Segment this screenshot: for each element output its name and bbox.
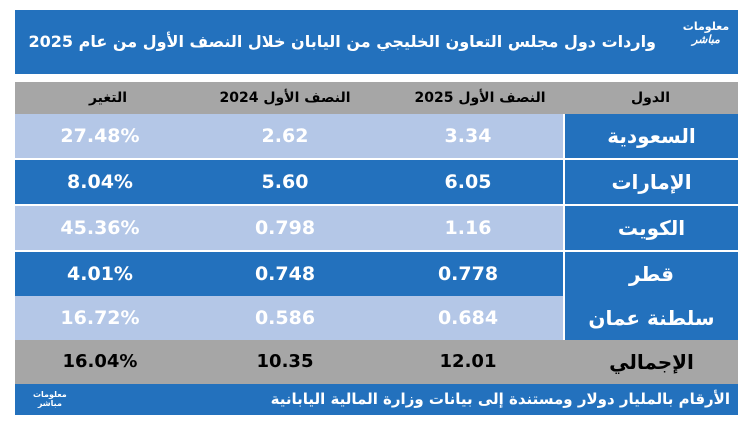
logo-line-1: معلومات [682,20,730,33]
cell-country: الكويت [565,206,738,250]
table-row: 8.04% 5.60 6.05 الإمارات [15,160,738,204]
table-row: 4.01% 0.748 0.778 قطر [15,252,738,296]
cell-h1-2025: 6.05 [444,171,492,193]
cell-country: الإمارات [565,160,738,204]
cell-country: سلطنة عمان [565,296,738,340]
cell-h1-2025: 0.684 [437,307,499,329]
cell-change: 45.36% [60,217,140,239]
cell-change: 27.48% [60,125,140,147]
total-h1-2024: 10.35 [256,351,314,372]
table-infographic: معلومات مباشر واردات دول مجلس التعاون ال… [15,10,738,415]
cell-h1-2025: 1.16 [444,217,492,239]
total-h1-2025: 12.01 [439,351,497,372]
footer-logo-line-1: معلومات [33,390,67,399]
footer-bar: معلومات مباشر الأرقام بالمليار دولار ومس… [15,384,738,415]
cell-h1-2025: 0.778 [437,263,499,285]
cell-h1-2024: 2.62 [261,125,309,147]
logo-line-2: مباشر [692,33,720,46]
source-note: الأرقام بالمليار دولار ومستندة إلى بيانا… [270,390,730,408]
column-header-country: الدول [631,90,670,106]
page-title: واردات دول مجلس التعاون الخليجي من الياب… [28,32,657,51]
cell-change: 4.01% [67,263,133,285]
table-row: 16.72% 0.586 0.684 سلطنة عمان [15,296,738,340]
total-row: 16.04% 10.35 12.01 الإجمالي [15,340,738,384]
cell-country: السعودية [565,114,738,158]
cell-h1-2024: 0.798 [254,217,316,239]
total-change: 16.04% [62,351,138,372]
row-band [15,252,563,296]
row-band [15,114,563,158]
footer-logo-line-2: مباشر [37,399,62,408]
row-band [15,296,563,340]
column-header-h1-2024: النصف الأول 2024 [219,90,351,106]
cell-change: 16.72% [60,307,140,329]
header-banner: معلومات مباشر واردات دول مجلس التعاون ال… [15,10,738,74]
column-header-h1-2025: النصف الأول 2025 [414,90,546,106]
column-header-row: الدول النصف الأول 2025 النصف الأول 2024 … [15,82,738,114]
cell-country: قطر [565,252,738,296]
table-row: 45.36% 0.798 1.16 الكويت [15,206,738,250]
row-band [15,206,563,250]
total-label: الإجمالي [609,350,694,374]
row-band [15,160,563,204]
cell-h1-2024: 5.60 [261,171,309,193]
brand-logo: معلومات مباشر [682,20,730,60]
cell-change: 8.04% [67,171,133,193]
table-row: 27.48% 2.62 3.34 السعودية [15,114,738,158]
cell-h1-2024: 0.748 [254,263,316,285]
column-header-change: التغير [88,90,128,106]
cell-h1-2025: 3.34 [444,125,492,147]
footer-logo: معلومات مباشر [33,390,67,408]
cell-h1-2024: 0.586 [254,307,316,329]
